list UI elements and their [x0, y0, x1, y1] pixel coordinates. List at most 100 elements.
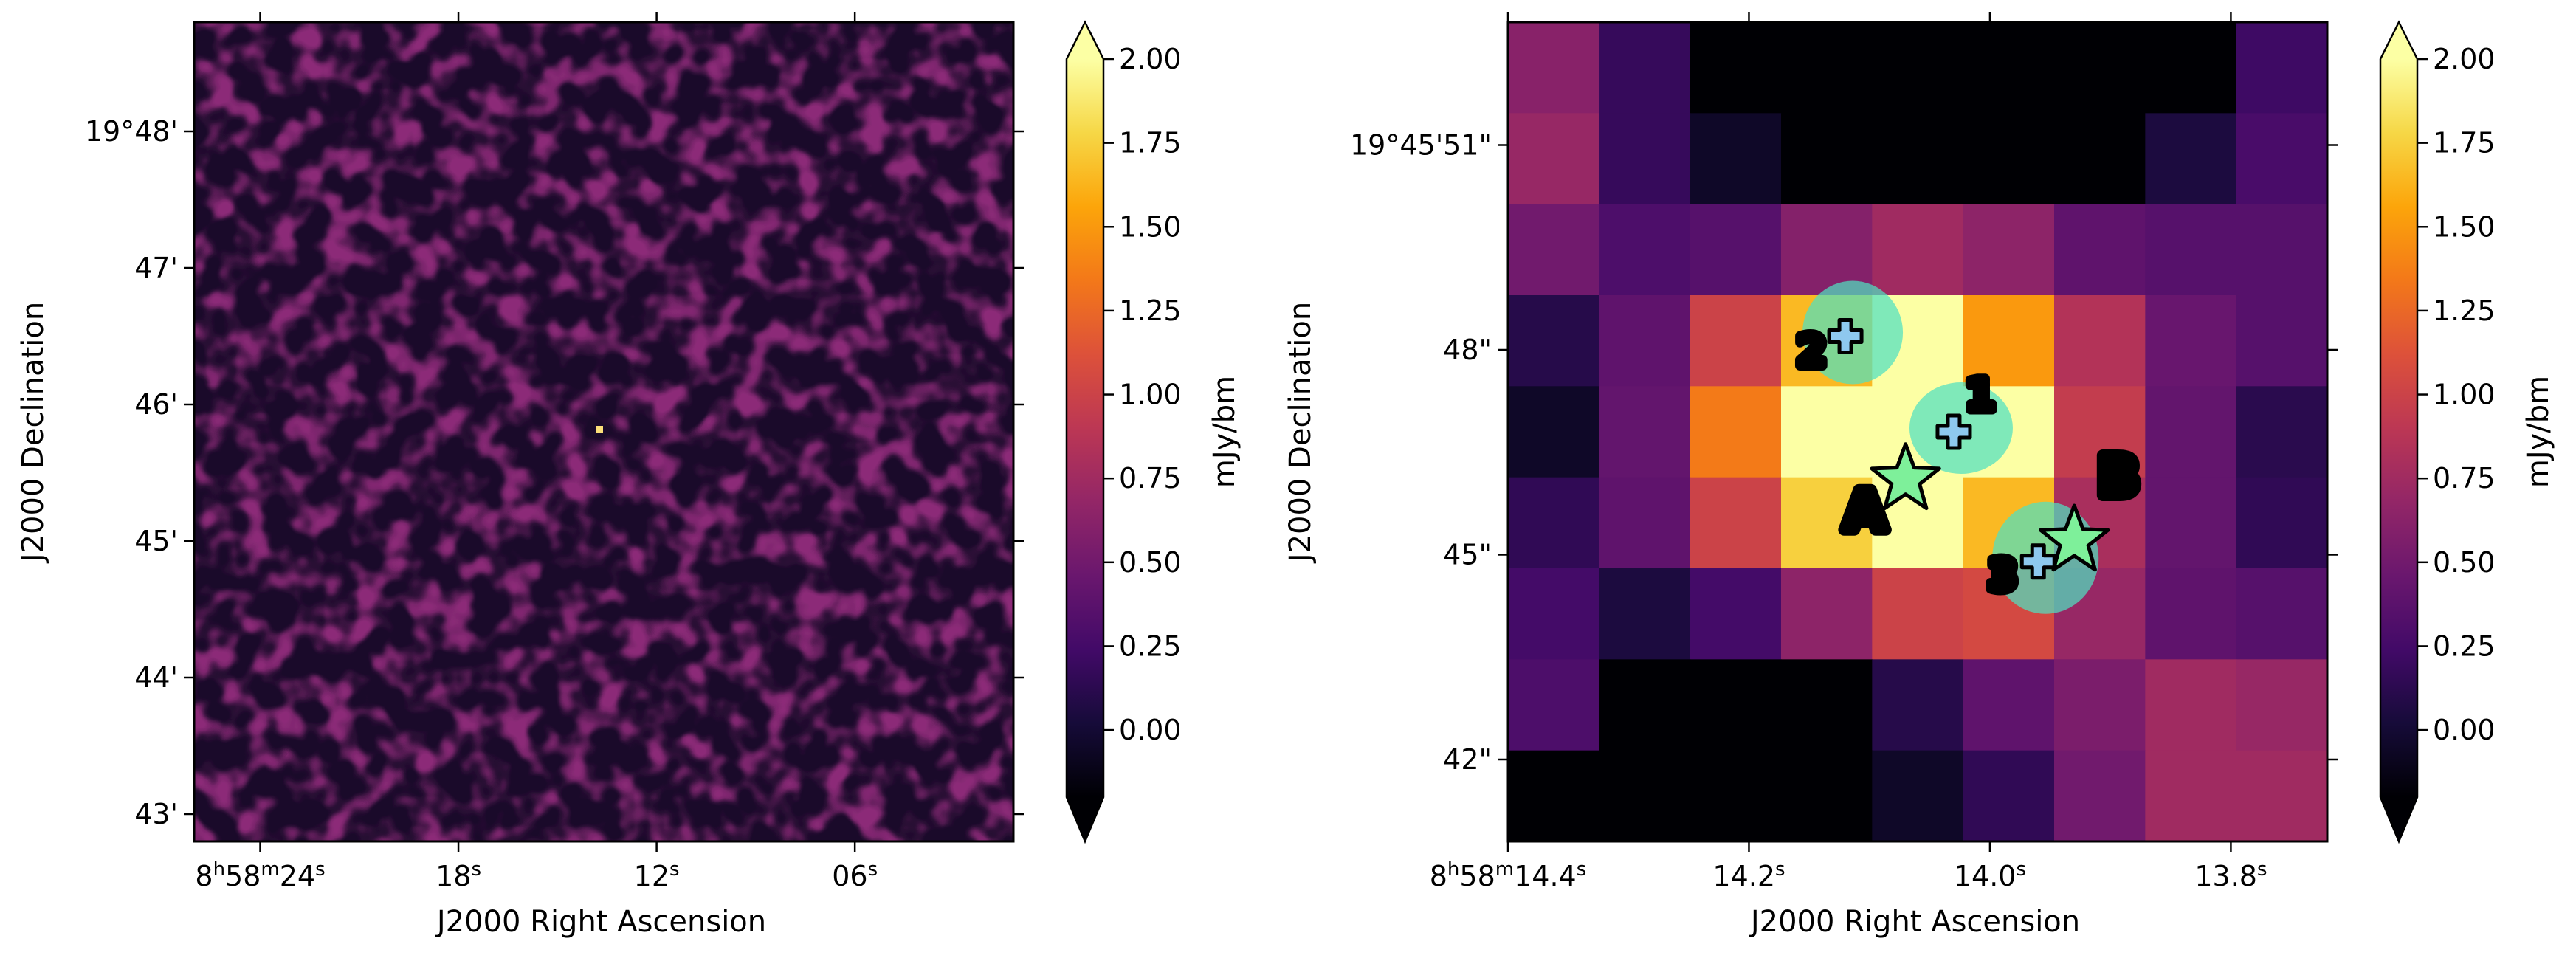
pixel-cell [1508, 568, 1599, 660]
right-pixel-grid [1508, 22, 2328, 842]
right-panel: 8h58m14.4s 14.2s 14.0s 13.8s 19°45'51" 48" 45… [1284, 12, 2555, 939]
left-xlabel: J2000 Right Ascension [435, 905, 766, 939]
pixel-cell [1508, 659, 1599, 751]
pixel-cell [2145, 113, 2237, 205]
left-x-tick-label: 12s [634, 858, 680, 892]
pixel-cell [2054, 659, 2146, 751]
pixel-cell [1599, 295, 1691, 387]
pixel-cell [2054, 204, 2146, 296]
left-y-tick-label: 19°48' [85, 115, 178, 148]
pixel-cell [1781, 204, 1873, 296]
left-cb-tick-label: 1.50 [1119, 210, 1182, 243]
right-cb-tick-label: 0.00 [2433, 714, 2496, 746]
right-cb-tick-label: 1.25 [2433, 294, 2496, 327]
pixel-cell [2236, 750, 2328, 842]
right-markers: 1 2 3 A B [1791, 280, 2145, 614]
left-y-tick-label: 45' [134, 525, 178, 557]
pixel-cell [2054, 750, 2146, 842]
right-colorbar-label: mJy/bm [2521, 376, 2555, 488]
pixel-cell [1508, 113, 1599, 205]
pixel-cell [2054, 295, 2146, 387]
left-colorbar-extend-max [1067, 22, 1103, 59]
pixel-cell [2145, 295, 2237, 387]
plus-label: 1 [1966, 370, 1995, 420]
right-colorbar-extend-min [2380, 797, 2417, 841]
plus-label: 2 [1797, 326, 1826, 376]
plus-marker [1935, 413, 1972, 450]
pixel-cell [2236, 295, 2328, 387]
pixel-cell [2145, 386, 2237, 478]
pixel-cell [2236, 22, 2328, 114]
right-cb-tick-label: 1.50 [2433, 210, 2496, 243]
left-cb-tick-label: 1.25 [1119, 294, 1182, 327]
pixel-cell [1508, 750, 1599, 842]
pixel-cell [2236, 113, 2328, 205]
left-panel: 8h58m24s 18s 12s 06s 19°48'47'46'45'44'43' … [16, 12, 1241, 939]
pixel-cell [1599, 386, 1691, 478]
right-colorbar-ticks: 2.00 1.75 1.50 1.25 1.00 0.75 0.50 0.25 0.00 [2417, 43, 2496, 746]
right-colorbar-extend-max [2380, 22, 2417, 59]
pixel-cell [1599, 477, 1691, 569]
right-colorbar: 2.00 1.75 1.50 1.25 1.00 0.75 0.50 0.25 0.00 mJy… [2379, 20, 2555, 844]
pixel-cell [1963, 113, 2055, 205]
pixel-cell [1872, 659, 1964, 751]
left-colorbar: 2.00 1.75 1.50 1.25 1.00 0.75 0.50 0.25 0.00 mJy… [1065, 20, 1241, 844]
right-cb-tick-label: 0.50 [2433, 546, 2496, 579]
pixel-cell [1508, 204, 1599, 296]
pixel-cell [1690, 659, 1782, 751]
left-colorbar-ticks: 2.00 1.75 1.50 1.25 1.00 0.75 0.50 0.25 0.00 [1103, 43, 1182, 746]
right-cb-tick-label: 2.00 [2433, 43, 2496, 75]
pixel-cell [1690, 204, 1782, 296]
pixel-cell [2236, 659, 2328, 751]
left-y-tick-label: 43' [134, 798, 178, 830]
pixel-cell [2145, 659, 2237, 751]
pixel-cell [2236, 568, 2328, 660]
right-y-tick-label: 45" [1443, 539, 1492, 571]
left-cb-tick-label: 0.75 [1119, 462, 1182, 495]
pixel-cell [1781, 750, 1873, 842]
pixel-cell [1963, 204, 2055, 296]
left-x-ticks: 8h58m24s 18s 12s 06s [195, 12, 878, 892]
left-y-ticks: 19°48' 47' 46' 45' 44' 43' [85, 115, 1024, 830]
pixel-cell [1963, 659, 2055, 751]
left-cb-tick-label: 1.75 [1119, 127, 1182, 159]
left-x-tick-label: 18s [435, 858, 481, 892]
pixel-cell [1872, 750, 1964, 842]
left-axes-frame [193, 21, 1015, 843]
right-y-tick-label: 42" [1443, 743, 1492, 776]
pixel-cell [1599, 204, 1691, 296]
pixel-cell [2054, 22, 2146, 114]
pixel-cell [1872, 22, 1964, 114]
pixel-cell [1963, 750, 2055, 842]
right-cb-tick-label: 0.25 [2433, 630, 2496, 662]
right-x-tick-label: 14.0s [1954, 858, 2026, 892]
right-cb-tick-label: 1.00 [2433, 379, 2496, 411]
left-cb-tick-label: 0.00 [1119, 714, 1182, 746]
right-ylabel: J2000 Declination [1284, 302, 1318, 564]
pixel-cell [1690, 113, 1782, 205]
left-y-tick-label: 46' [134, 388, 178, 421]
left-x-tick-label: 06s [832, 858, 878, 892]
pixel-cell [2145, 22, 2237, 114]
right-x-ticks: 8h58m14.4s 14.2s 14.0s 13.8s [1430, 12, 2267, 892]
pixel-cell [1781, 22, 1873, 114]
right-xlabel: J2000 Right Ascension [1749, 905, 2080, 939]
star-marker [2039, 503, 2110, 572]
right-y-ticks: 19°45'51" 48" 45" 42" [1350, 129, 2338, 776]
right-x-tick-label: 13.8s [2194, 858, 2267, 892]
left-cb-tick-label: 1.00 [1119, 379, 1182, 411]
left-y-tick-label: 44' [134, 661, 178, 694]
pixel-cell [1781, 477, 1873, 569]
plus-marker [2019, 543, 2056, 580]
pixel-cell [2145, 750, 2237, 842]
pixel-cell [1963, 295, 2055, 387]
right-cb-tick-label: 1.75 [2433, 127, 2496, 159]
plus-marker [1827, 318, 1864, 354]
pixel-cell [2054, 386, 2146, 478]
plus-label: 3 [1988, 550, 2017, 600]
right-y-tick-label: 48" [1443, 334, 1492, 366]
pixel-cell [1963, 22, 2055, 114]
pixel-cell [1599, 750, 1691, 842]
pixel-cell [1599, 113, 1691, 205]
